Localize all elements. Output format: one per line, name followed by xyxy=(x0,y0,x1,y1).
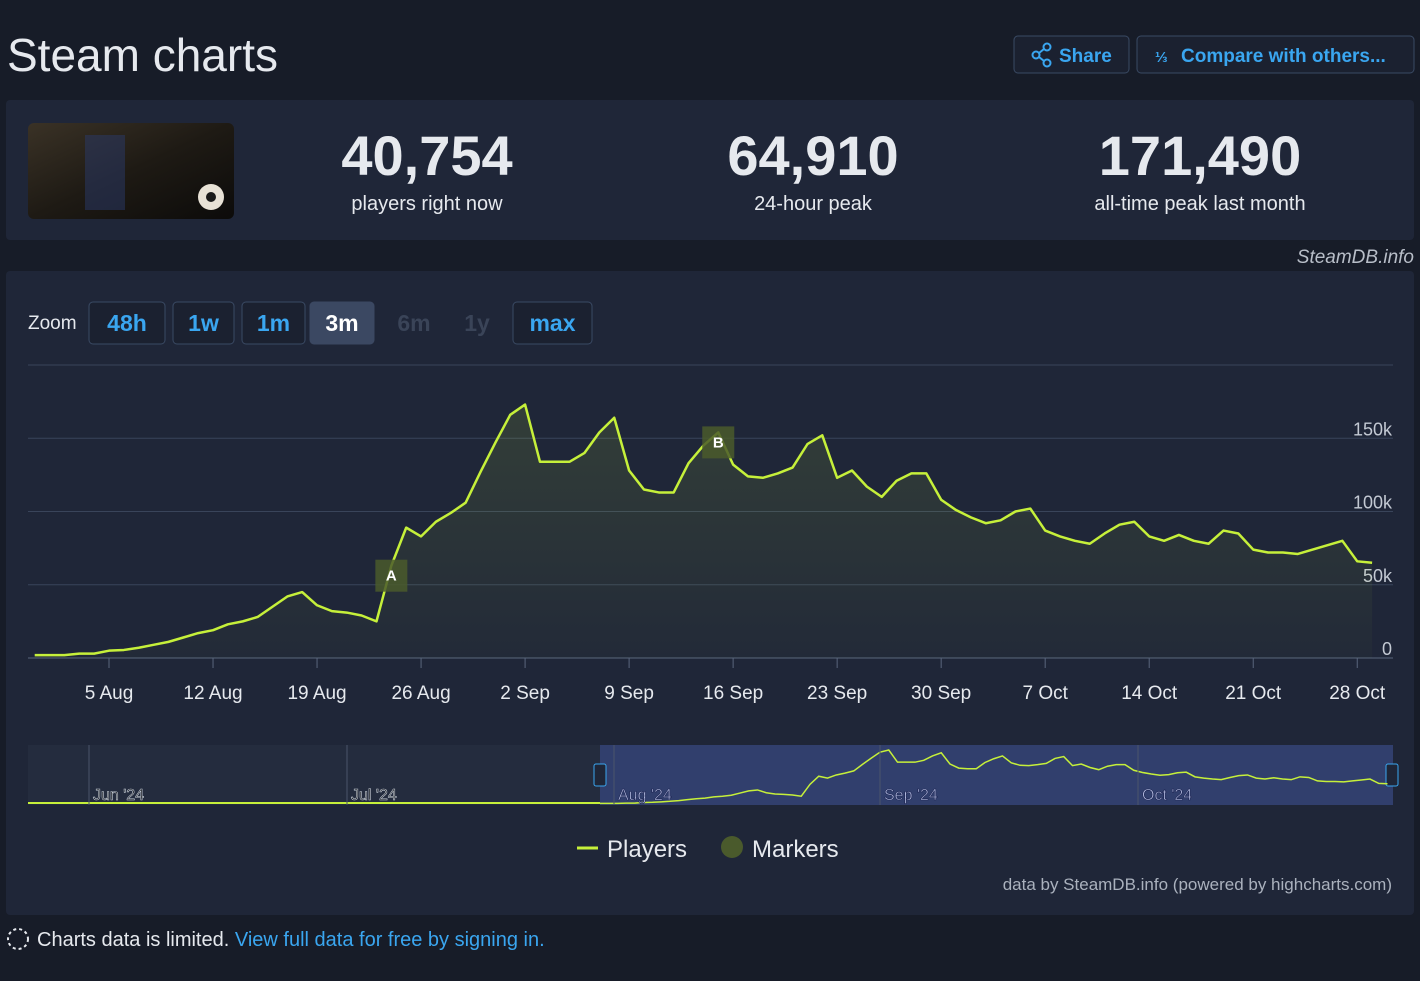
zoom-option: 1y xyxy=(464,310,490,336)
marker-label: B xyxy=(713,434,724,451)
footer-text: Charts data is limited. View full data f… xyxy=(37,929,545,951)
legend-swatch xyxy=(721,836,743,858)
navigator-label: Oct '24 xyxy=(1142,787,1192,804)
zoom-button[interactable] xyxy=(172,301,235,345)
stat-label: players right now xyxy=(351,193,503,215)
zoom-button[interactable] xyxy=(88,301,166,345)
x-tick-label: 28 Oct xyxy=(1329,683,1386,704)
chart-credit: data by SteamDB.info (powered by highcha… xyxy=(1003,875,1392,894)
x-tick-label: 23 Sep xyxy=(807,683,867,704)
legend-label[interactable]: Players xyxy=(607,836,687,863)
page-title: Steam charts xyxy=(7,29,278,81)
share-icon xyxy=(1031,42,1052,68)
zoom-option: 6m xyxy=(397,310,430,336)
zoom-option[interactable]: max xyxy=(529,310,575,336)
compare-icon: ⅓ xyxy=(1155,49,1168,66)
marker[interactable] xyxy=(702,426,735,459)
thumbnail-badge-eye xyxy=(206,192,216,202)
y-tick-label: 100k xyxy=(1353,493,1393,513)
navigator-label: Aug '24 xyxy=(618,787,672,804)
x-tick-label: 26 Aug xyxy=(391,683,450,704)
footer-note: Charts data is limited. xyxy=(37,929,229,951)
x-tick-label: 9 Sep xyxy=(604,683,654,704)
compare-button[interactable] xyxy=(1136,35,1415,74)
watermark: SteamDB.info xyxy=(1297,247,1414,268)
navigator-handle-left[interactable] xyxy=(593,763,607,787)
share-label: Share xyxy=(1059,46,1112,67)
navigator-line xyxy=(600,749,1388,805)
x-tick-label: 16 Sep xyxy=(703,683,763,704)
marker[interactable] xyxy=(375,559,408,592)
zoom-option[interactable]: 1w xyxy=(188,310,219,336)
x-tick-label: 12 Aug xyxy=(183,683,242,704)
zoom-option[interactable]: 1m xyxy=(257,310,290,336)
stat-label: all-time peak last month xyxy=(1094,193,1305,215)
navigator-label: Sep '24 xyxy=(884,787,938,804)
y-tick-label: 150k xyxy=(1353,419,1393,439)
zoom-label: Zoom xyxy=(28,313,77,334)
compare-label: Compare with others... xyxy=(1181,46,1386,67)
x-tick-label: 14 Oct xyxy=(1121,683,1178,704)
stat-value: 171,490 xyxy=(1099,124,1301,187)
zoom-button[interactable] xyxy=(512,301,593,345)
players-area xyxy=(34,404,1373,658)
navigator-label: Jul '24 xyxy=(351,787,397,804)
stat-label: 24-hour peak xyxy=(754,193,873,215)
thumbnail-figure xyxy=(85,135,125,210)
x-tick-label: 2 Sep xyxy=(500,683,550,704)
x-tick-label: 5 Aug xyxy=(85,683,134,704)
zoom-button[interactable] xyxy=(241,301,306,345)
zoom-option[interactable]: 48h xyxy=(107,310,147,336)
marker-label: A xyxy=(386,568,397,585)
stat-value: 64,910 xyxy=(727,124,898,187)
y-tick-label: 0 xyxy=(1382,639,1392,659)
limit-icon xyxy=(7,928,29,950)
legend-label[interactable]: Markers xyxy=(752,836,839,863)
zoom-button[interactable] xyxy=(309,301,375,345)
navigator-handle-right[interactable] xyxy=(1385,763,1399,787)
zoom-option[interactable]: 3m xyxy=(325,310,358,336)
game-thumbnail[interactable] xyxy=(28,123,234,219)
stats-panel xyxy=(6,100,1414,240)
x-tick-label: 30 Sep xyxy=(911,683,971,704)
navigator-label: Jun '24 xyxy=(93,787,144,804)
x-tick-label: 19 Aug xyxy=(287,683,346,704)
x-tick-label: 21 Oct xyxy=(1225,683,1282,704)
footer-link[interactable]: View full data for free by signing in. xyxy=(235,929,545,951)
x-tick-label: 7 Oct xyxy=(1022,683,1068,704)
stat-value: 40,754 xyxy=(341,124,512,187)
